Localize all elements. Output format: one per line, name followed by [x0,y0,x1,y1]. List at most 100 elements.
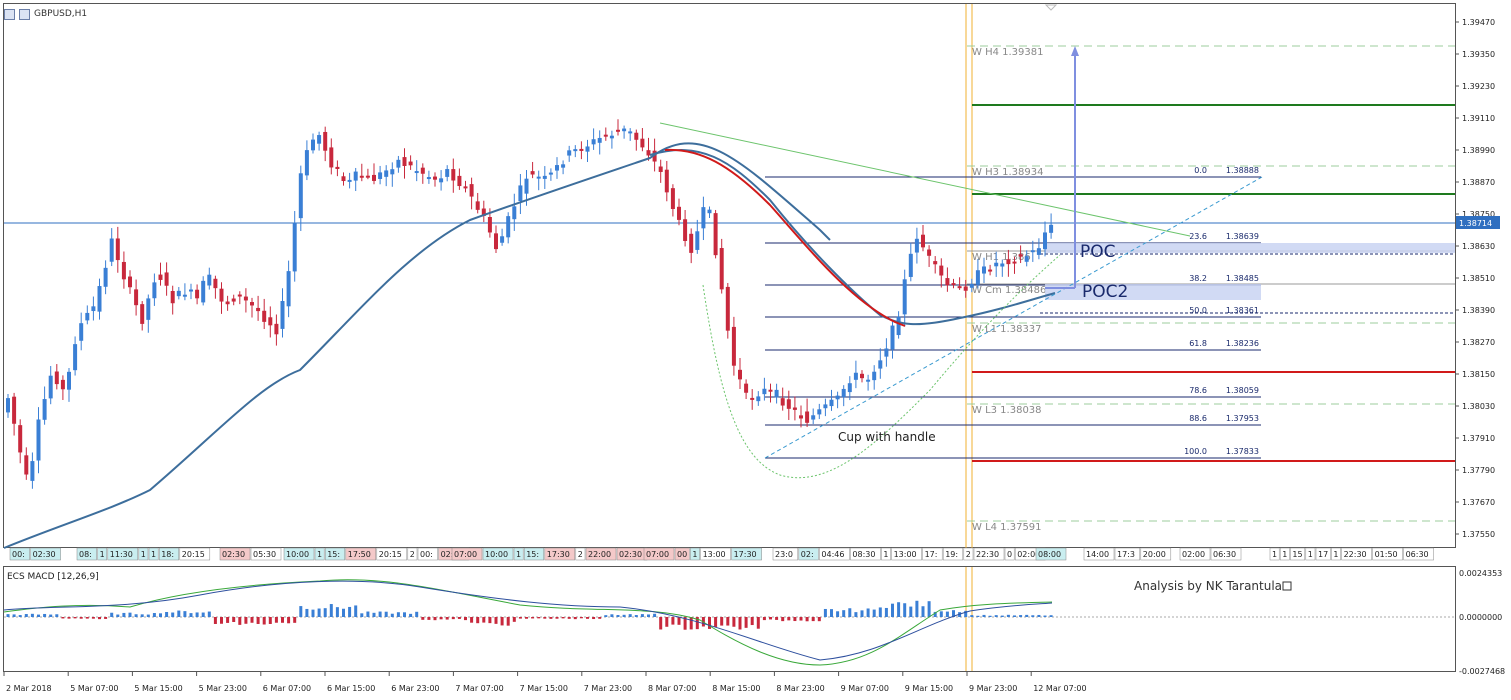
session-label: 10:00 [286,550,309,559]
macd-bar [335,607,339,617]
candle-body [896,316,901,336]
session-tag [1083,547,1115,561]
macd-bar [665,617,669,627]
macd-bar [390,613,394,617]
session-tag [798,547,819,561]
candle-body [195,289,200,299]
macd-bar [140,614,144,617]
macd-bar [146,614,150,617]
candle-body [646,150,651,156]
session-tag [690,547,700,561]
fib-pct: 50.0 [1189,306,1207,315]
price-axis-label: 1.39230 [1462,82,1495,91]
fib-price: 1.38485 [1226,274,1259,283]
macd-bar [342,608,345,617]
pivot-label: W H3 1.38934 [972,167,1043,178]
session-label: 08:00 [1038,550,1061,559]
current-price-label: 1.38714 [1459,219,1492,228]
candle-body [463,186,468,189]
session-tag [1114,547,1141,561]
candle-body [744,383,749,393]
session-tag [963,547,974,561]
candle-body [396,159,401,168]
macd-bar [525,617,528,619]
session-tag [731,547,762,561]
session-tag [30,547,61,561]
time-axis-label: 5 Mar 15:00 [134,684,182,693]
candle-body [914,238,919,253]
session-label: 13:00 [703,550,726,559]
macd-bar [598,617,602,619]
price-axis-label: 1.38030 [1462,402,1495,411]
candle-body [426,177,431,180]
candle-body [902,279,907,315]
macd-bar [12,614,16,617]
macd-bar [811,617,815,622]
macd-bar [49,614,53,617]
session-tag [148,547,159,561]
macd-bar [854,612,858,617]
session-tag [219,547,251,561]
candle-body [860,373,864,379]
macd-bar [1037,614,1041,617]
price-axis-label: 1.39110 [1462,114,1495,123]
candle-body [158,274,163,280]
macd-bar [708,617,711,629]
candle-body [695,231,700,250]
session-label: 19: [945,550,958,559]
signal-line [3,580,1053,661]
fib-price: 1.37833 [1226,447,1259,456]
macd-bar [573,617,577,620]
candle-body [494,233,498,250]
fib-pct: 23.6 [1189,232,1207,241]
candle-body [945,278,950,286]
time-axis-label: 7 Mar 07:00 [455,684,503,693]
candle-body [652,150,657,162]
candle-body [207,274,212,286]
candle-body [756,396,761,402]
macd-bar [622,614,626,617]
macd-bar [165,611,169,617]
session-label: 1 [883,550,888,559]
macd-bar [30,613,34,617]
candle-body [1000,263,1005,267]
macd-bar [220,617,223,624]
session-label: 17: [925,550,938,559]
macd-bar [488,617,492,624]
session-tag [1269,547,1280,561]
macd-bar [653,613,657,617]
candle-body [170,291,175,304]
price-axis-label: 1.37550 [1462,530,1495,539]
chart-title-bar: GBPUSD,H1 [4,6,87,22]
price-axis-label: 1.37670 [1462,498,1495,507]
macd-bar [37,614,40,617]
macd-bar [970,615,974,617]
session-tag [407,547,418,561]
macd-bar [1006,614,1010,617]
candle-body [969,283,974,288]
session-tag [451,547,483,561]
candle-body [445,169,450,177]
poc2-label: POC2 [1082,282,1128,302]
macd-bar [250,617,254,623]
macd-line [3,579,1053,666]
macd-bar [549,617,553,619]
candle-body [982,266,986,274]
macd-panel[interactable]: ECS MACD [12,26,9] 0.0024353 0.0000000 -0.0… [0,565,1511,700]
macd-bar [506,617,510,626]
scroll-marker-icon[interactable] [1044,4,1058,11]
fib-pct: 0.0 [1194,166,1207,175]
macd-bar [543,617,547,619]
price-axis-label: 1.38870 [1462,178,1495,187]
session-label: 1 [1282,550,1287,559]
candle-body [719,248,724,290]
candle-body [469,184,474,197]
price-chart[interactable]: 1.39470 1.39350 1.39230 1.39110 1.38990 1.388… [0,0,1511,565]
candle-body [390,169,395,175]
session-label: 13:00 [894,550,917,559]
candle-body [1018,254,1023,257]
candle-body [622,128,627,132]
candle-body [603,134,608,137]
session-label: 07:00 [454,550,477,559]
